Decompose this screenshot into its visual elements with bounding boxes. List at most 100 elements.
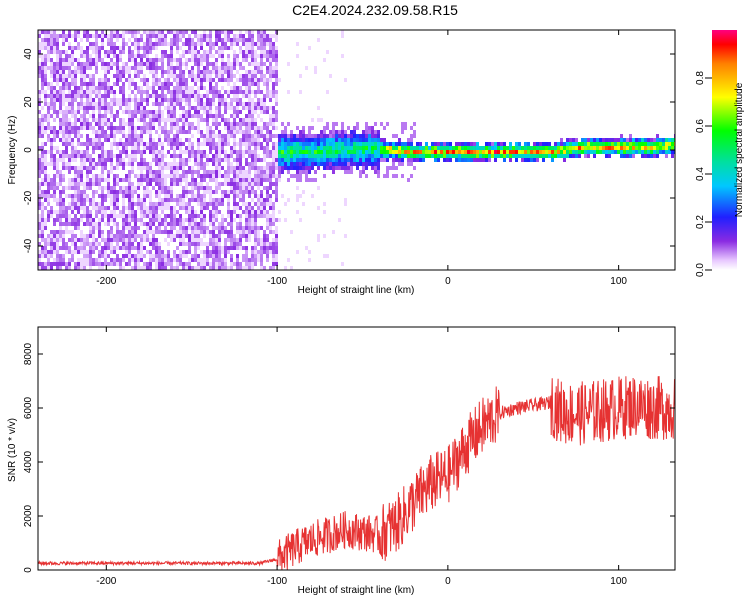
heatmap-cell (74, 34, 77, 38)
heatmap-cell (89, 262, 92, 266)
heatmap-cell (83, 110, 86, 114)
heatmap-cell (89, 246, 92, 250)
heatmap-cell (83, 82, 86, 86)
heatmap-cell (188, 46, 191, 50)
heatmap-cell (200, 230, 203, 234)
heatmap-cell (410, 126, 413, 130)
heatmap-cell (56, 94, 59, 98)
heatmap-cell (467, 158, 470, 162)
heatmap-cell (221, 30, 224, 34)
heatmap-cell (38, 66, 41, 70)
heatmap-cell (215, 42, 218, 46)
heatmap-cell (260, 58, 263, 62)
heatmap-cell (473, 150, 476, 154)
heatmap-cell (65, 94, 68, 98)
heatmap-cell (161, 50, 164, 54)
heatmap-cell (221, 98, 224, 102)
heatmap-cell (149, 58, 152, 62)
heatmap-cell (626, 150, 629, 154)
heatmap-cell (251, 230, 254, 234)
heatmap-cell (125, 106, 128, 110)
heatmap-cell (593, 154, 596, 158)
heatmap-cell (89, 74, 92, 78)
heatmap-cell (398, 150, 401, 154)
heatmap-cell (236, 154, 239, 158)
heatmap-cell (131, 34, 134, 38)
heatmap-cell (668, 150, 671, 154)
heatmap-cell (203, 186, 206, 190)
heatmap-cell (38, 254, 41, 258)
heatmap-cell (110, 142, 113, 146)
heatmap-cell (266, 170, 269, 174)
heatmap-cell (242, 166, 245, 170)
heatmap-cell (236, 242, 239, 246)
heatmap-cell (269, 34, 272, 38)
heatmap-cell (233, 126, 236, 130)
heatmap-cell (83, 210, 86, 214)
heatmap-cell (77, 262, 80, 266)
heatmap-cell (218, 66, 221, 70)
heatmap-cell (68, 70, 71, 74)
heatmap-cell (548, 150, 551, 154)
heatmap-cell (77, 30, 80, 34)
heatmap-cell (209, 38, 212, 42)
heatmap-cell (95, 70, 98, 74)
heatmap-cell (41, 250, 44, 254)
heatmap-cell (68, 30, 71, 34)
heatmap-cell (194, 162, 197, 166)
heatmap-cell (80, 134, 83, 138)
heatmap-cell (212, 54, 215, 58)
heatmap-cell (191, 266, 194, 270)
heatmap-cell (86, 158, 89, 162)
heatmap-cell (257, 126, 260, 130)
heatmap-cell (215, 118, 218, 122)
heatmap-cell (53, 46, 56, 50)
heatmap-cell (41, 114, 44, 118)
heatmap-cell (146, 206, 149, 210)
heatmap-cell (335, 130, 338, 134)
heatmap-cell (275, 78, 278, 82)
heatmap-cell (122, 254, 125, 258)
heatmap-cell (92, 198, 95, 202)
heatmap-cell (293, 138, 296, 142)
heatmap-cell (80, 122, 83, 126)
heatmap-cell (50, 42, 53, 46)
heatmap-cell (251, 182, 254, 186)
heatmap-cell (158, 258, 161, 262)
heatmap-cell (209, 230, 212, 234)
heatmap-cell (221, 102, 224, 106)
heatmap-cell (104, 102, 107, 106)
heatmap-cell (155, 30, 158, 34)
heatmap-cell (107, 106, 110, 110)
heatmap-cell (668, 142, 671, 146)
heatmap-cell (74, 238, 77, 242)
heatmap-cell (638, 138, 641, 142)
heatmap-cell (245, 54, 248, 58)
heatmap-cell (233, 146, 236, 150)
heatmap-cell (143, 106, 146, 110)
heatmap-cell (248, 262, 251, 266)
heatmap-cell (104, 158, 107, 162)
heatmap-cell (164, 226, 167, 230)
heatmap-cell (131, 230, 134, 234)
heatmap-cell (122, 102, 125, 106)
heatmap-cell (209, 134, 212, 138)
heatmap-cell (65, 38, 68, 42)
heatmap-cell (362, 138, 365, 142)
heatmap-cell (275, 258, 278, 262)
heatmap-cell (191, 126, 194, 130)
heatmap-cell (233, 62, 236, 66)
heatmap-cell (149, 118, 152, 122)
heatmap-cell (77, 198, 80, 202)
heatmap-cell (137, 250, 140, 254)
heatmap-cell (239, 190, 242, 194)
heatmap-cell (455, 146, 458, 150)
heatmap-cell (122, 150, 125, 154)
heatmap-cell (446, 158, 449, 162)
heatmap-cell (140, 250, 143, 254)
heatmap-cell (107, 42, 110, 46)
heatmap-cell (209, 202, 212, 206)
heatmap-cell (152, 126, 155, 130)
heatmap-cell (71, 166, 74, 170)
heatmap-cell (272, 34, 275, 38)
